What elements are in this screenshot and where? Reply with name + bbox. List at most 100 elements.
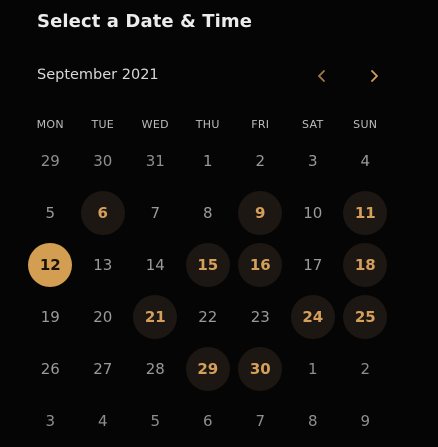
day-cell: 4 <box>77 395 130 447</box>
day-cell: 30 <box>234 343 287 395</box>
day-number: 7 <box>150 204 161 222</box>
day-number: 2 <box>255 152 266 170</box>
day-number: 22 <box>198 308 218 326</box>
available-day-button[interactable]: 25 <box>343 295 388 339</box>
day-number: 20 <box>93 308 113 326</box>
day-cell: 27 <box>77 343 130 395</box>
available-day-button[interactable]: 29 <box>185 347 230 391</box>
day-number: 3 <box>45 412 56 430</box>
day-number: 27 <box>93 360 113 378</box>
day-cell: 1 <box>287 343 340 395</box>
day-cell: 16 <box>234 239 287 291</box>
day-cell: 29 <box>182 343 235 395</box>
available-day-button[interactable]: 6 <box>80 191 125 235</box>
day-cell: 28 <box>129 343 182 395</box>
day-cell: 30 <box>77 135 130 187</box>
day-number: 5 <box>150 412 161 430</box>
day-cell: 6 <box>77 187 130 239</box>
day-cell: 24 <box>287 291 340 343</box>
day-cell: 3 <box>287 135 340 187</box>
day-cell: 5 <box>24 187 77 239</box>
day-cell: 14 <box>129 239 182 291</box>
day-cell: 23 <box>234 291 287 343</box>
weekday-label: THU <box>195 118 220 131</box>
day-number: 1 <box>202 152 213 170</box>
day-cell: 20 <box>77 291 130 343</box>
day-cell: 25 <box>339 291 392 343</box>
next-month-button[interactable] <box>361 63 387 89</box>
day-cell: 2 <box>234 135 287 187</box>
day-number: 31 <box>145 152 165 170</box>
previous-month-button[interactable] <box>309 63 335 89</box>
day-number: 1 <box>307 360 318 378</box>
day-cell: 4 <box>339 135 392 187</box>
day-cell: 17 <box>287 239 340 291</box>
weekday-label: WED <box>141 118 169 131</box>
day-number: 19 <box>40 308 60 326</box>
day-number: 30 <box>93 152 113 170</box>
available-day-button[interactable]: 9 <box>238 191 283 235</box>
available-day-button[interactable]: 15 <box>185 243 230 287</box>
day-cell: 8 <box>287 395 340 447</box>
day-cell: 7 <box>129 187 182 239</box>
day-number: 8 <box>307 412 318 430</box>
day-number: 5 <box>45 204 56 222</box>
day-number: 17 <box>303 256 323 274</box>
day-number: 13 <box>93 256 113 274</box>
day-cell: 22 <box>182 291 235 343</box>
day-number: 9 <box>360 412 371 430</box>
available-day-button[interactable]: 21 <box>133 295 178 339</box>
weekday-label: TUE <box>91 118 115 131</box>
day-cell: 10 <box>287 187 340 239</box>
available-day-button[interactable]: 24 <box>290 295 335 339</box>
month-navigation: September 2021 <box>37 67 397 87</box>
day-cell: 8 <box>182 187 235 239</box>
day-cell: 9 <box>339 395 392 447</box>
day-cell: 5 <box>129 395 182 447</box>
day-cell: 15 <box>182 239 235 291</box>
calendar-grid: 29 30 31 1 2 3 4 5 6 7 8 9 10 11 12 13 14 15 16 17 18 19 20 21 2… <box>24 135 392 447</box>
day-cell: 2 <box>339 343 392 395</box>
day-cell: 6 <box>182 395 235 447</box>
day-number: 28 <box>145 360 165 378</box>
day-cell: 13 <box>77 239 130 291</box>
day-number: 10 <box>303 204 323 222</box>
day-cell: 31 <box>129 135 182 187</box>
day-number: 23 <box>250 308 270 326</box>
day-number: 4 <box>97 412 108 430</box>
weekday-label: SAT <box>302 118 324 131</box>
day-cell: 12 <box>24 239 77 291</box>
day-number: 14 <box>145 256 165 274</box>
day-cell: 18 <box>339 239 392 291</box>
available-day-button[interactable]: 30 <box>238 347 283 391</box>
day-number: 6 <box>202 412 213 430</box>
day-cell: 21 <box>129 291 182 343</box>
available-day-button[interactable]: 16 <box>238 243 283 287</box>
weekday-header: MON TUE WED THU FRI SAT SUN <box>24 118 392 131</box>
day-number: 26 <box>40 360 60 378</box>
day-cell: 29 <box>24 135 77 187</box>
day-cell: 7 <box>234 395 287 447</box>
day-cell: 11 <box>339 187 392 239</box>
day-number: 4 <box>360 152 371 170</box>
day-cell: 1 <box>182 135 235 187</box>
weekday-label: MON <box>36 118 64 131</box>
day-number: 7 <box>255 412 266 430</box>
available-day-button[interactable]: 18 <box>343 243 388 287</box>
day-number: 8 <box>202 204 213 222</box>
day-cell: 26 <box>24 343 77 395</box>
selected-day-button[interactable]: 12 <box>28 243 73 287</box>
chevron-left-icon <box>318 70 325 82</box>
weekday-label: SUN <box>353 118 378 131</box>
day-cell: 9 <box>234 187 287 239</box>
chevron-right-icon <box>371 70 378 82</box>
available-day-button[interactable]: 11 <box>343 191 388 235</box>
page-title: Select a Date & Time <box>37 11 253 32</box>
month-label: September 2021 <box>37 67 159 83</box>
day-cell: 3 <box>24 395 77 447</box>
weekday-label: FRI <box>251 118 270 131</box>
day-number: 3 <box>307 152 318 170</box>
day-cell: 19 <box>24 291 77 343</box>
day-number: 2 <box>360 360 371 378</box>
day-number: 29 <box>40 152 60 170</box>
